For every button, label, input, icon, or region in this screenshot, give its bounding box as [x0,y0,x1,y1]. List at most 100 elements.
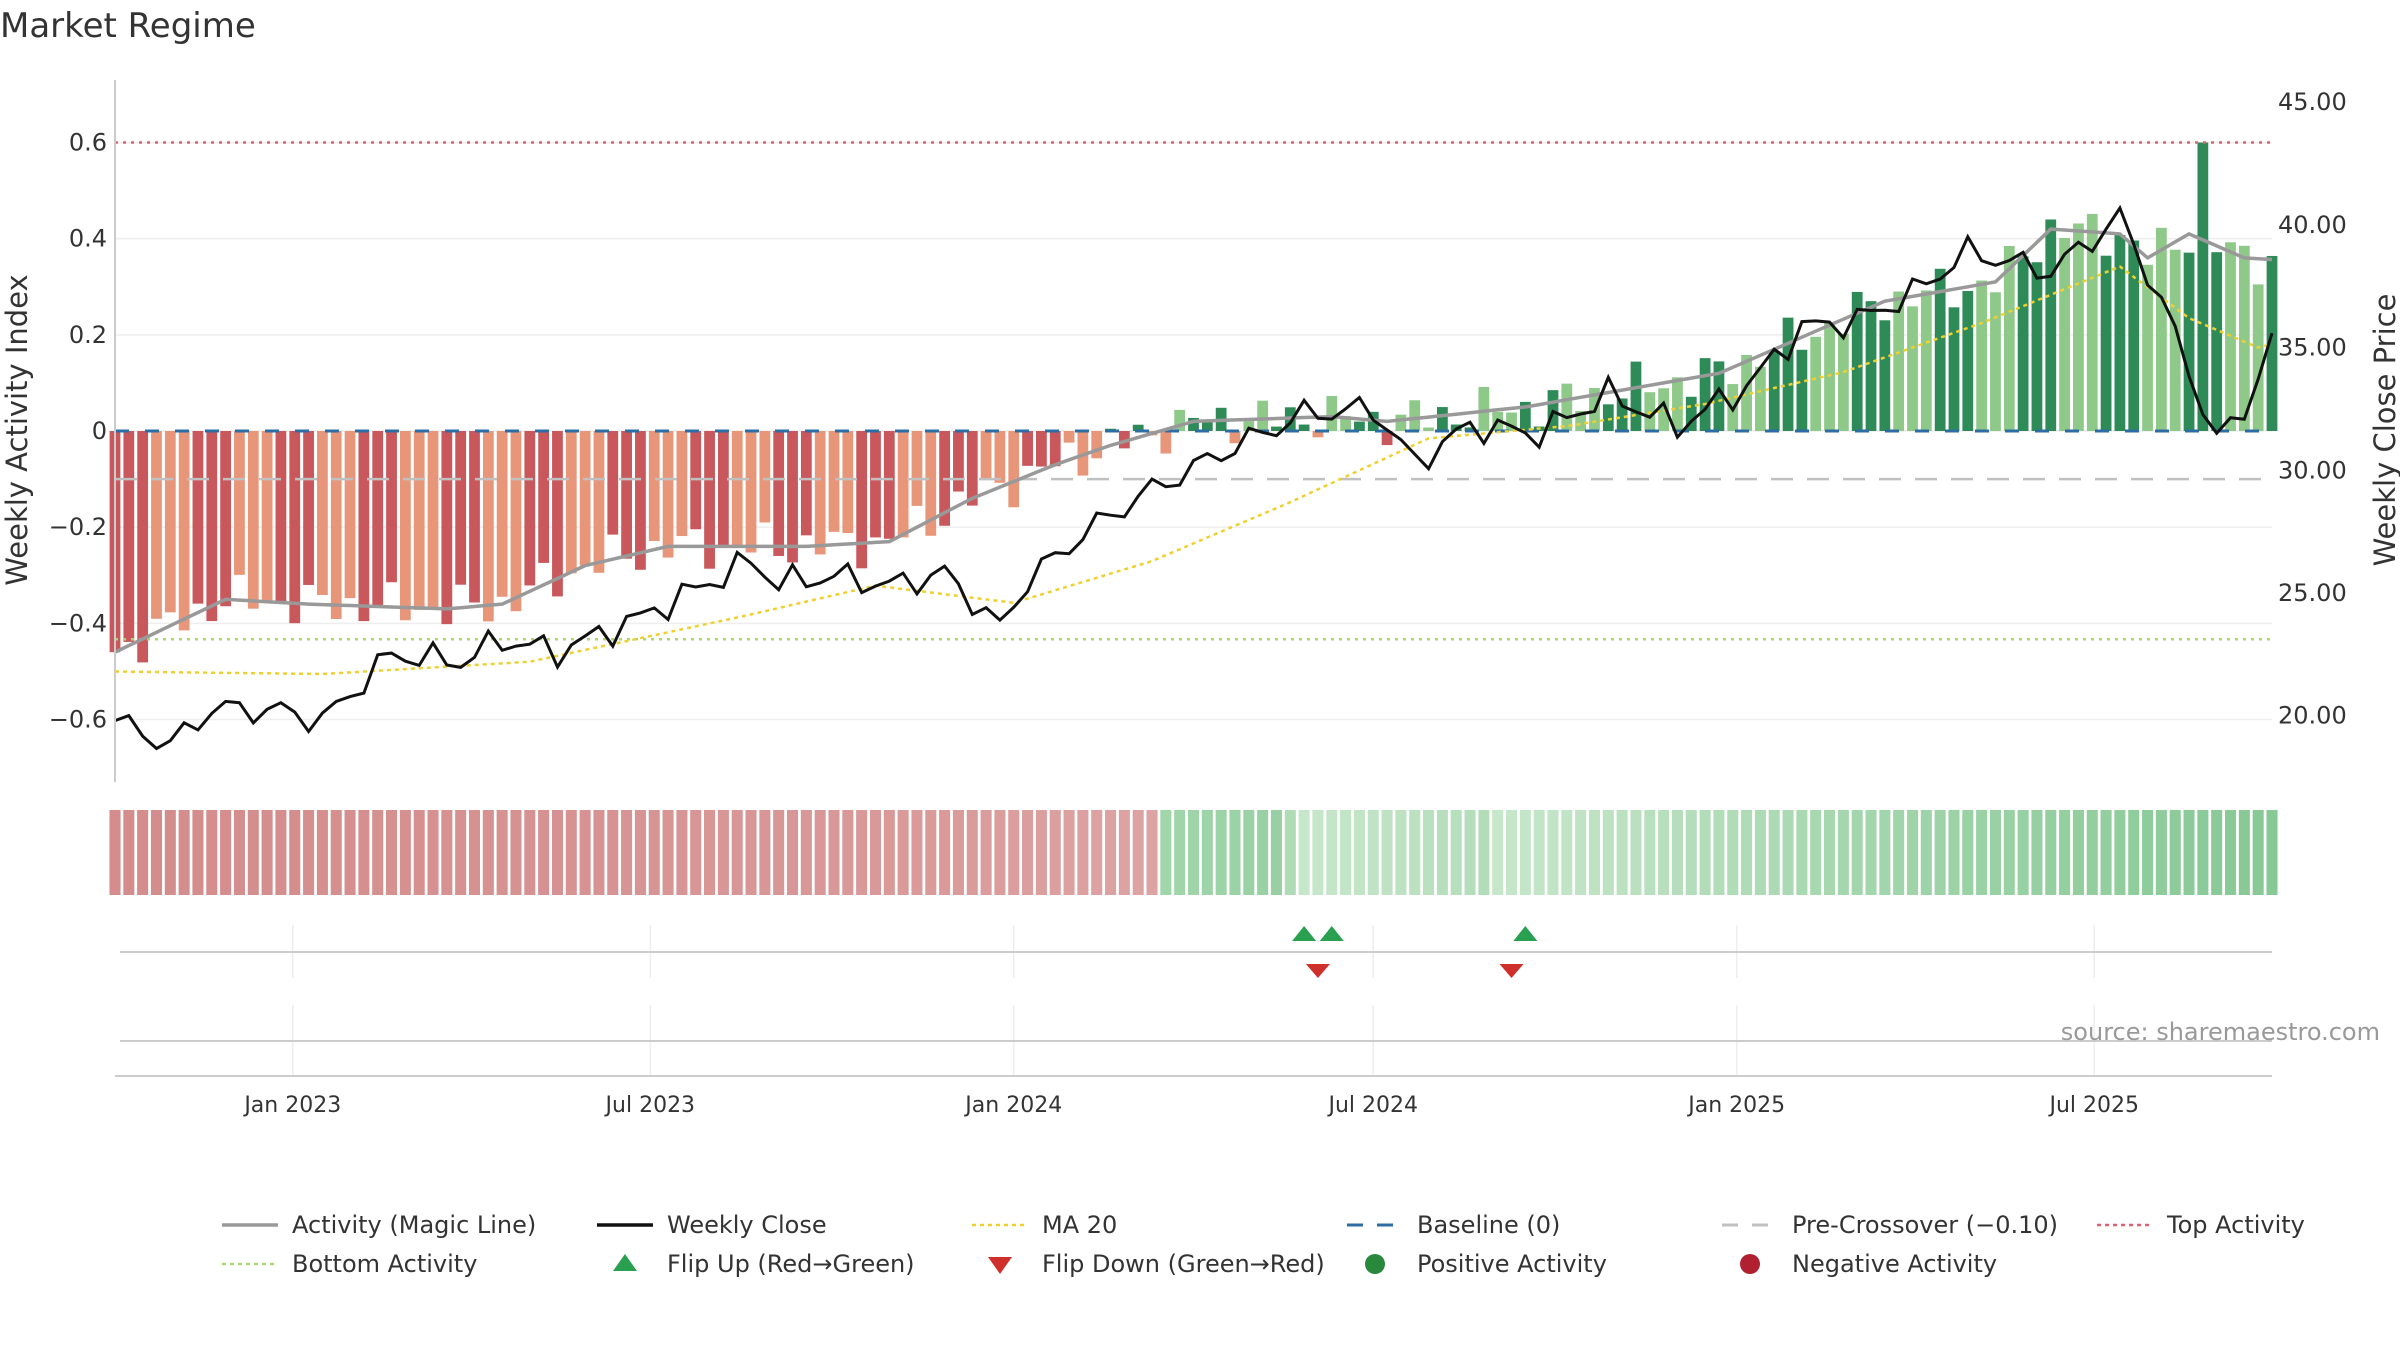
strength-cell [2252,810,2264,895]
activity-bar [1257,400,1269,431]
strength-cell [1588,810,1601,895]
activity-bar [1990,292,2001,431]
activity-bar [1188,417,1199,431]
strength-cell [883,810,895,895]
strength-cell [1436,810,1448,895]
strength-cell [2003,810,2015,895]
activity-bar [137,431,149,663]
strength-cell [178,810,190,895]
strength-cell [2045,810,2057,895]
strength-cell [1270,810,1282,895]
activity-bar [2100,255,2112,431]
strength-cell [1658,810,1670,895]
strength-cell [1602,810,1614,895]
strength-cell [1326,810,1338,895]
strength-cell [662,810,674,895]
activity-bar [1962,290,1974,431]
strength-cell [676,810,688,895]
activity-bar [1036,431,1047,467]
activity-bar [2003,245,2015,431]
strength-cell [1851,810,1863,895]
strength-cell [717,810,729,895]
strength-cell [842,810,854,895]
activity-bar [897,431,909,538]
strength-cell [316,810,328,895]
strength-cell [648,810,660,895]
axes: 0.6 0.4 0.2 0 −0.2 −0.4 −0.6 45.00 40.00 35.00 30.… [49,80,2347,782]
strength-cell [1893,810,1905,895]
y-left-tick-label: −0.6 [49,705,107,733]
strength-cell [869,810,882,895]
activity-bar [261,431,273,604]
activity-bar [1340,416,1351,431]
activity-bar [469,431,480,603]
activity-magic-line [114,227,2273,654]
legend-item: Weekly Close [597,1211,827,1239]
strength-cell [1035,810,1047,895]
strength-cell [1146,810,1158,895]
strength-cell [1561,810,1573,895]
activity-bar [234,431,245,575]
strength-cell [1920,810,1932,895]
activity-bar [330,431,342,620]
strength-cell [911,810,923,895]
activity-bar [911,431,923,506]
activity-bar [275,431,287,602]
strength-cell [1118,810,1130,895]
activity-bar [1243,421,1255,431]
legend-item: MA 20 [972,1211,1117,1239]
x-tick-label: Jan 2023 [242,1093,341,1118]
activity-bar [1091,431,1103,459]
activity-bar [1409,400,1421,431]
activity-bar [344,431,356,599]
y-right-tick-label: 20.00 [2278,702,2347,730]
strength-cell [1727,810,1739,895]
strength-cell [1519,810,1531,895]
activity-bar [2169,249,2181,431]
strength-cell [1934,810,1946,895]
y-axis-right-label: Weekly Close Price [2368,294,2400,567]
activity-bar [1174,409,1186,431]
strength-cell [2197,810,2209,895]
activity-bar [2197,142,2209,432]
strength-cell [1630,810,1642,895]
strength-cell [952,810,964,895]
activity-bar [635,431,646,570]
flip-up-marker [1292,926,1317,941]
strength-cell [1187,810,1200,895]
reference-lines [115,141,2272,641]
strength-cell [2238,810,2250,895]
flip-markers-panel [120,925,2272,978]
activity-bar [953,431,964,492]
activity-bar [496,431,508,597]
y-right-tick-label: 35.00 [2278,334,2347,362]
strength-cell [1174,810,1186,895]
strength-cell [150,810,163,895]
legend-dot-icon [1365,1254,1385,1274]
y-right-tick-label: 25.00 [2278,579,2347,607]
strength-cell [330,810,342,895]
activity-bar [759,431,771,523]
activity-bar [1201,422,1213,431]
activity-bar [1478,386,1490,431]
strength-cell [731,810,743,895]
activity-bar [178,431,190,631]
chart-title: Market Regime [0,6,256,46]
strength-cell [1962,810,1974,895]
activity-bar [358,431,370,622]
activity-bar [538,431,550,563]
strength-cell [1312,810,1324,895]
activity-bar [1782,317,1794,431]
legend-item: Flip Up (Red→Green) [613,1250,915,1278]
strength-cell [551,810,563,895]
activity-bar [455,431,467,585]
strength-cell [1008,810,1020,895]
strength-cell [1340,810,1352,895]
activity-bar [1837,333,1849,431]
strength-cell [814,810,826,895]
strength-cell [1105,810,1117,895]
activity-bar [648,431,660,541]
strength-cell [2211,810,2223,895]
strength-cell [1201,810,1213,895]
